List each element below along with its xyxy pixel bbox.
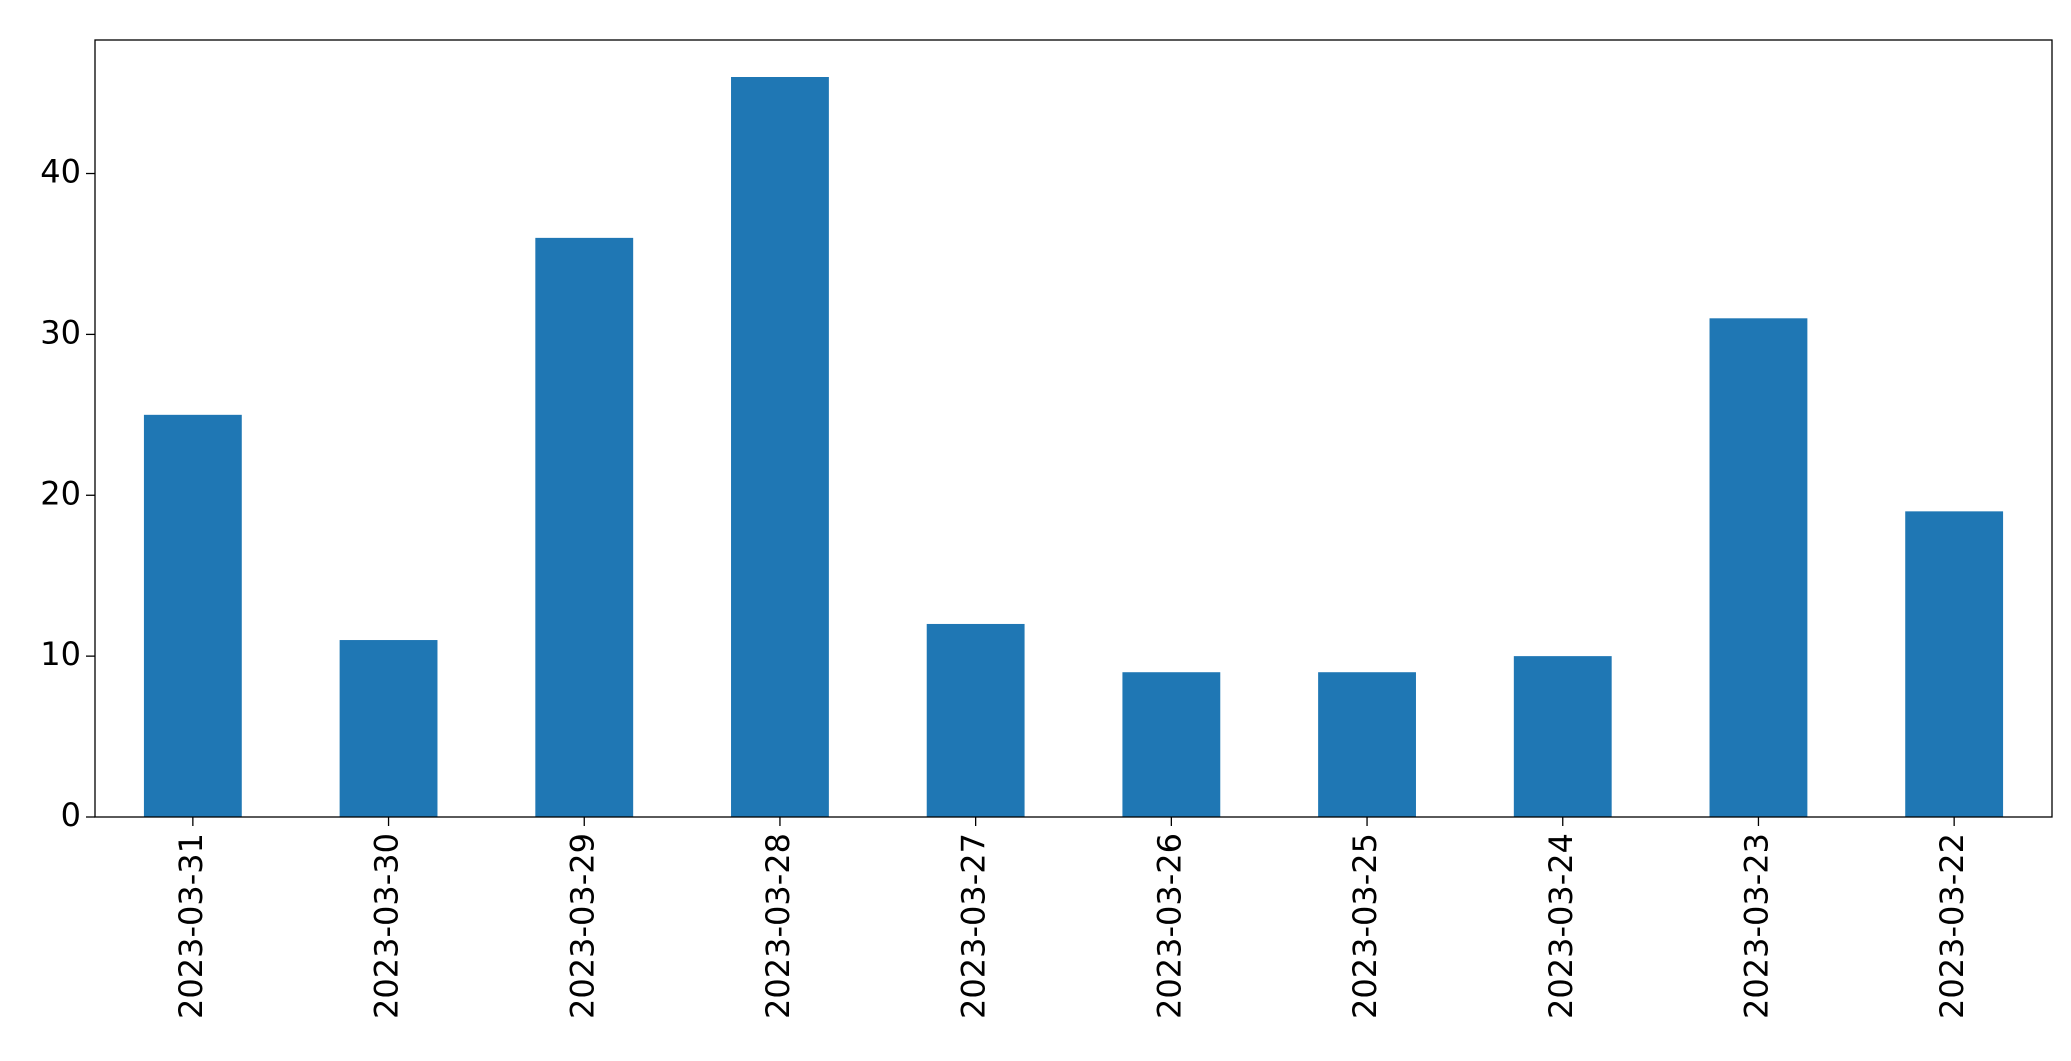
bar	[143, 414, 242, 817]
x-tick-label: 2023-03-28	[759, 833, 797, 1019]
bar	[339, 640, 438, 817]
bar	[1513, 656, 1612, 817]
bar	[535, 237, 634, 817]
x-tick-label: 2023-03-26	[1150, 833, 1188, 1019]
bar	[731, 77, 829, 817]
bar	[1709, 318, 1808, 817]
x-tick-label: 2023-03-31	[172, 833, 210, 1019]
y-tick-label: 30	[40, 313, 81, 351]
x-tick-label: 2023-03-23	[1737, 833, 1775, 1019]
x-tick-label: 2023-03-24	[1542, 833, 1580, 1019]
plot-frame	[94, 39, 2053, 818]
x-tick-label: 2023-03-30	[368, 833, 406, 1019]
y-tick-label: 10	[40, 635, 81, 673]
bar	[1905, 511, 2004, 817]
x-tick-label: 2023-03-27	[955, 833, 993, 1019]
x-tick-label: 2023-03-22	[1933, 833, 1971, 1019]
y-tick-label: 20	[40, 474, 81, 512]
y-tick-label: 40	[40, 153, 81, 191]
bar	[1122, 672, 1221, 817]
bar	[1318, 672, 1416, 817]
x-tick-label: 2023-03-29	[563, 833, 601, 1019]
y-tick-label: 0	[61, 796, 81, 834]
bar	[926, 623, 1025, 817]
x-tick-label: 2023-03-25	[1346, 833, 1384, 1019]
